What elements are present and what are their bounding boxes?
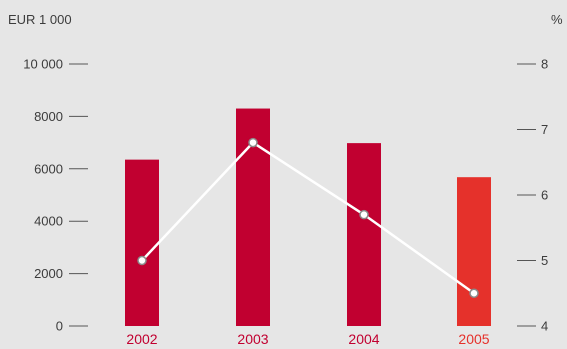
right-axis-tick-label: 6	[541, 188, 548, 203]
category-label: 2003	[237, 331, 268, 347]
category-label: 2002	[126, 331, 157, 347]
right-axis-tick-label: 5	[541, 253, 548, 268]
bars	[125, 108, 491, 326]
left-axis-tick-label: 2000	[34, 266, 63, 281]
bar	[347, 143, 381, 326]
right-axis-unit: %	[551, 12, 563, 27]
line-point	[248, 137, 258, 148]
left-axis-unit: EUR 1 000	[8, 12, 72, 27]
left-axis-tick-label: 0	[56, 319, 63, 334]
left-axis-tick-label: 6000	[34, 161, 63, 176]
right-axis-tick-label: 8	[541, 57, 548, 72]
bar	[125, 159, 159, 326]
line-point	[359, 209, 369, 220]
left-axis: 0 2000 4000 6000 8000 10 000	[23, 57, 88, 334]
right-axis: 4 5 6 7 8	[517, 57, 548, 334]
line-point	[137, 255, 147, 266]
right-axis-tick-label: 7	[541, 122, 548, 137]
right-axis-tick-label: 4	[541, 319, 548, 334]
left-axis-tick-label: 4000	[34, 214, 63, 229]
category-labels: 2002 2003 2004 2005	[126, 331, 489, 347]
line-series-path	[141, 141, 475, 295]
left-axis-tick-label: 8000	[34, 109, 63, 124]
line-series	[137, 137, 479, 298]
category-label: 2005	[458, 331, 489, 347]
left-axis-tick-label: 10 000	[23, 57, 63, 72]
bar	[457, 177, 491, 326]
line-point	[469, 288, 479, 298]
category-label: 2004	[348, 331, 379, 347]
